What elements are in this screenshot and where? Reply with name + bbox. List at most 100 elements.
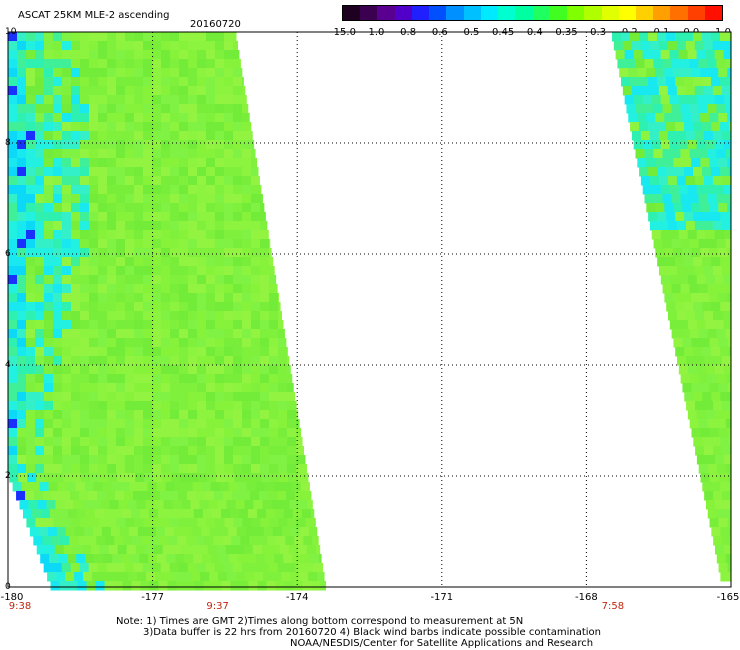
swath-cell [269, 311, 279, 321]
swath-cell [689, 104, 699, 114]
swath-cell [116, 275, 126, 285]
swath-cell [35, 77, 45, 87]
swath-cell [206, 419, 216, 429]
swath-cell [143, 185, 153, 195]
swath-cell [689, 374, 700, 384]
swath-cell [152, 329, 162, 339]
swath-cell [269, 239, 271, 249]
swath-cell [251, 230, 261, 240]
swath-cell [720, 392, 730, 402]
swath-cell [8, 284, 18, 294]
swath-cell [117, 473, 127, 483]
swath-cell [98, 104, 108, 114]
swath-cell [204, 536, 214, 546]
swath-cell [224, 320, 234, 330]
swath-cell [171, 545, 182, 555]
swath-cell [134, 302, 144, 312]
swath-cell [98, 131, 108, 141]
swath-cell [170, 77, 180, 87]
swath-cell [206, 257, 216, 267]
colorbar-swatch [377, 6, 395, 20]
swath-cell [89, 383, 99, 393]
swath-cell [48, 482, 59, 492]
swath-cell [134, 428, 144, 438]
swath-cell [287, 437, 297, 447]
swath-cell [720, 482, 730, 492]
swath-cell [233, 221, 243, 231]
swath-cell [152, 149, 162, 159]
swath-cell [89, 410, 99, 420]
swath-cell [170, 95, 180, 105]
swath-cell [215, 419, 225, 429]
swath-cell [288, 545, 299, 555]
swath-cell [68, 581, 79, 591]
swath-cell [310, 554, 320, 564]
swath-cell [71, 374, 81, 384]
swath-cell [62, 239, 72, 249]
swath-cell [296, 464, 306, 474]
swath-cell [188, 338, 198, 348]
swath-cell [711, 392, 721, 402]
swath-cell [152, 221, 162, 231]
swath-cell [729, 302, 732, 312]
swath-cell [206, 104, 216, 114]
swath-cell [125, 365, 135, 375]
swath-cell [243, 473, 253, 483]
swath-cell [26, 446, 36, 456]
swath-cell [718, 68, 728, 78]
swath-cell [201, 482, 212, 492]
swath-cell [98, 464, 108, 474]
swath-cell [89, 68, 99, 78]
swath-cell [260, 374, 270, 384]
swath-cell [8, 293, 18, 303]
swath-cell [83, 572, 93, 582]
swath-cell [206, 275, 216, 285]
swath-cell [170, 410, 180, 420]
swath-cell [709, 203, 719, 213]
swath-cell [260, 194, 263, 204]
swath-cell [287, 455, 297, 465]
swath-cell [134, 185, 144, 195]
swath-cell [171, 473, 181, 483]
swath-cell [206, 446, 216, 456]
swath-cell [80, 293, 90, 303]
swath-cell [678, 365, 689, 375]
swath-cell [684, 167, 694, 177]
swath-cell [71, 446, 81, 456]
swath-cell [729, 527, 732, 537]
swath-cell [287, 392, 296, 402]
swath-cell [720, 347, 730, 357]
swath-cell [71, 365, 81, 375]
swath-cell [107, 275, 117, 285]
swath-cell [110, 572, 120, 582]
swath-cell [720, 302, 730, 312]
swath-cell [152, 167, 162, 177]
swath-cell [193, 509, 204, 519]
swath-cell [125, 266, 135, 276]
swath-cell [8, 392, 18, 402]
swath-cell [83, 527, 94, 537]
swath-cell [98, 401, 108, 411]
swath-cell [700, 428, 710, 438]
swath-cell [126, 545, 137, 555]
swath-cell [268, 491, 278, 501]
swath-cell [170, 122, 180, 132]
swath-cell [644, 149, 654, 159]
swath-cell [80, 518, 90, 528]
swath-cell [712, 176, 723, 186]
swath-cell [657, 77, 667, 87]
swath-cell [269, 374, 279, 384]
swath-cell [44, 122, 54, 132]
swath-cell [718, 158, 728, 168]
swath-cell [179, 248, 189, 258]
swath-cell [215, 77, 225, 87]
swath-cell [152, 203, 162, 213]
y-tick-label: 8 [5, 138, 11, 148]
swath-cell [296, 428, 302, 438]
swath-cell [233, 266, 243, 276]
swath-cell [707, 464, 718, 474]
swath-cell [103, 509, 114, 519]
swath-cell [143, 329, 153, 339]
swath-cell [260, 356, 270, 366]
swath-cell [152, 32, 162, 42]
